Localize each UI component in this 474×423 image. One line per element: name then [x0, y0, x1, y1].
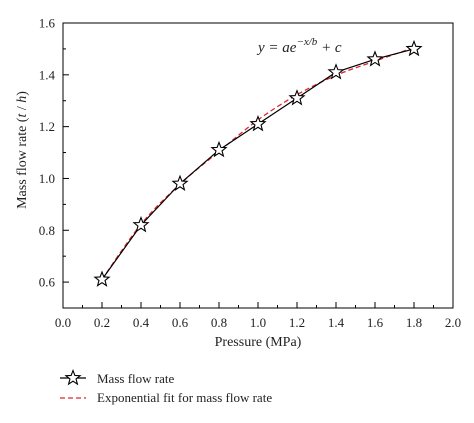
data-point-star [210, 140, 228, 158]
plot-border [62, 22, 454, 309]
data-point-star [93, 270, 111, 287]
legend-label-exponential-fit: Exponential fit for mass flow rate [97, 390, 272, 405]
y-axis-ticks: 0.6 0.8 1.0 1.2 1.4 1.6 [39, 16, 69, 309]
x-tick-label: 0.0 [55, 315, 71, 330]
y-axis-label-unit2: h [15, 96, 30, 103]
y-tick-label: 0.6 [39, 275, 56, 290]
y-tick-label: 1.4 [39, 67, 56, 82]
y-tick-label: 1.6 [39, 16, 56, 31]
data-point-star [288, 89, 306, 106]
y-tick-label: 1.2 [39, 119, 55, 134]
x-tick-label: 1.6 [367, 315, 384, 330]
legend-item-mass-flow-rate: Mass flow rate [60, 368, 174, 386]
fit-line [101, 46, 415, 280]
x-tick-label: 2.0 [445, 315, 461, 330]
data-line [101, 48, 415, 280]
equation-exponent: −x/b [296, 36, 317, 48]
x-axis-label: Pressure (MPa) [215, 335, 302, 350]
data-point-star [366, 50, 384, 67]
y-axis-label-suffix: ) [15, 91, 30, 96]
x-tick-label: 1.2 [289, 315, 305, 330]
data-point-star [132, 216, 150, 233]
x-axis-ticks: 0.0 0.2 0.4 0.6 0.8 1.0 1.2 1.4 1.6 1.8 2.0 [55, 302, 461, 330]
data-point-star [405, 39, 423, 57]
x-tick-label: 1.4 [328, 315, 345, 330]
y-axis-label-mid: / [15, 103, 30, 114]
data-point-star [249, 115, 267, 132]
data-point-star [327, 63, 345, 80]
data-point-star [171, 174, 189, 191]
data-series [93, 39, 423, 287]
x-tick-label: 1.0 [250, 315, 266, 330]
y-axis-label-prefix: Mass flow rate ( [15, 117, 30, 209]
y-axis-label: Mass flow rate (t / h) [15, 91, 30, 209]
fit-equation: y = ae−x/b + c [256, 36, 342, 56]
legend-item-exponential-fit: Exponential fit for mass flow rate [60, 390, 272, 405]
x-tick-label: 0.8 [211, 315, 227, 330]
equation-lhs: y = ae [256, 40, 297, 56]
legend: Mass flow rate Exponential fit for mass … [60, 368, 272, 405]
x-tick-label: 0.6 [172, 315, 189, 330]
fit-series [101, 46, 415, 280]
x-tick-label: 1.8 [406, 315, 422, 330]
y-tick-label: 1.0 [39, 171, 55, 186]
legend-star-icon [64, 368, 82, 386]
x-tick-label: 0.2 [94, 315, 110, 330]
x-tick-label: 0.4 [133, 315, 150, 330]
y-axis-label-unit: t [15, 113, 30, 118]
plot-frame [62, 22, 454, 309]
legend-label-mass-flow-rate: Mass flow rate [97, 371, 174, 386]
equation-rhs: + c [317, 40, 342, 56]
y-tick-label: 0.8 [39, 223, 55, 238]
